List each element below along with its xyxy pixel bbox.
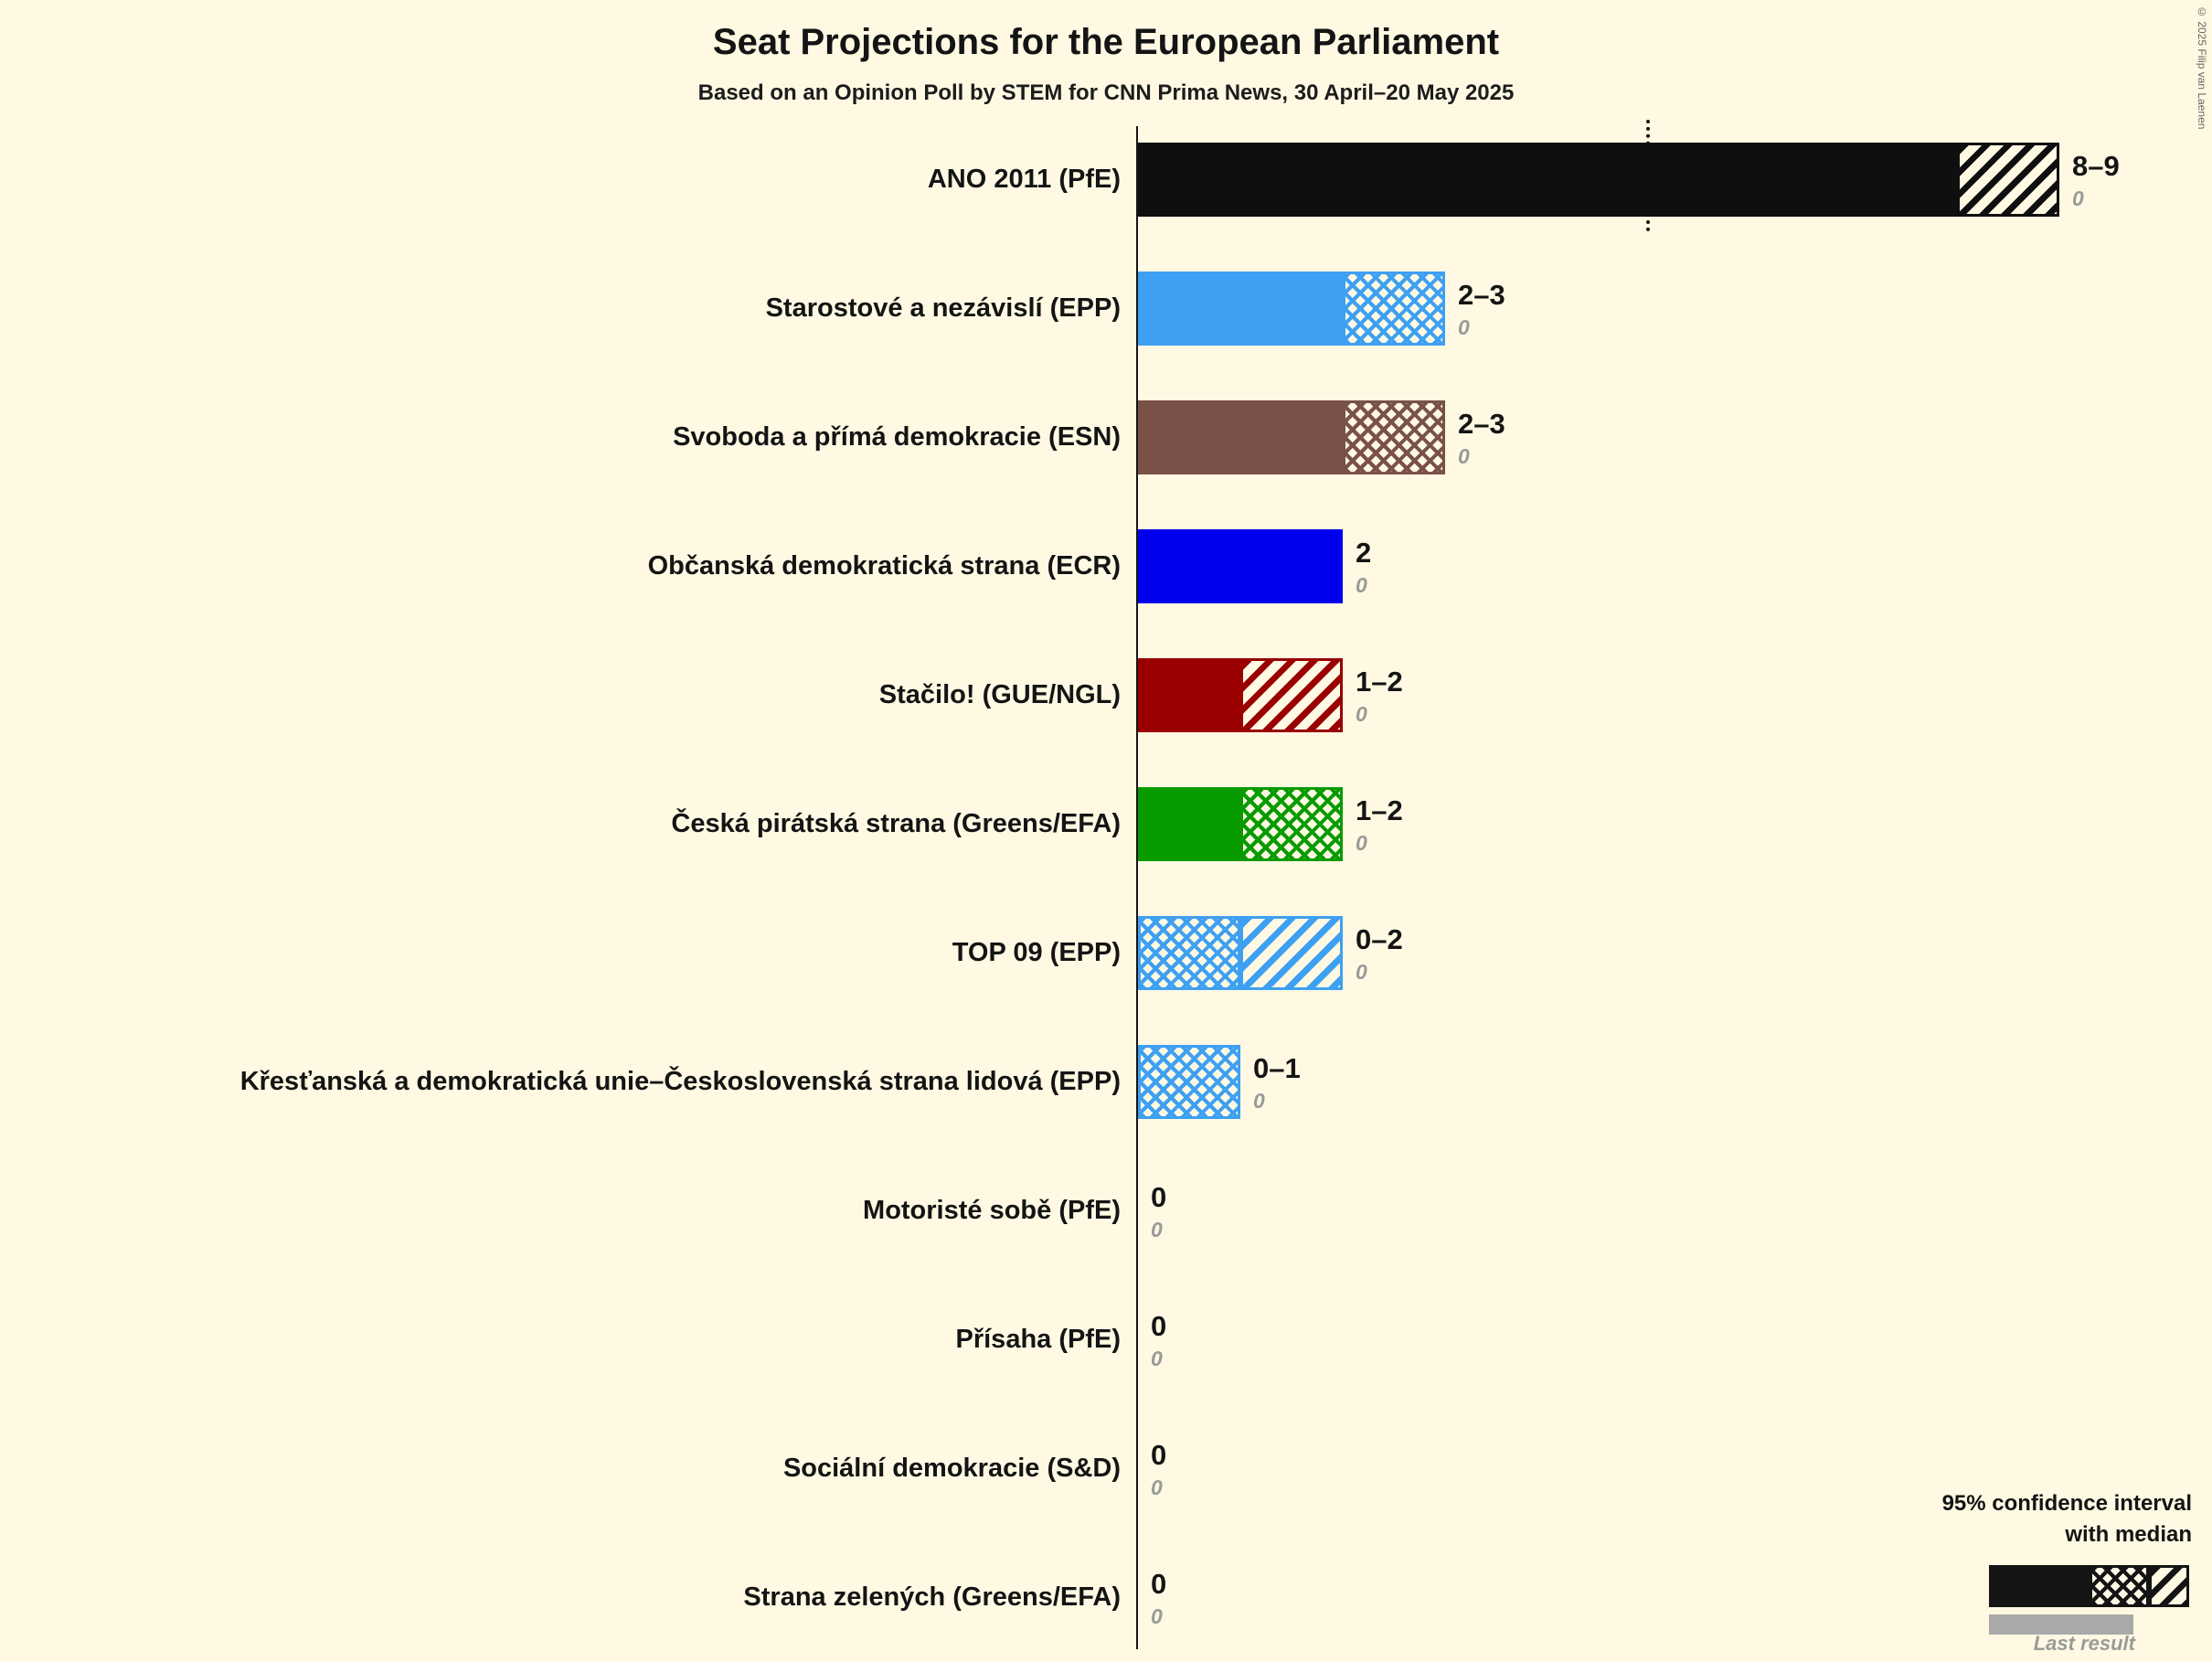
last-result-value: 0 — [1151, 1217, 1163, 1241]
chart-subtitle: Based on an Opinion Poll by STEM for CNN… — [697, 80, 1515, 105]
bar-segment-cross — [1343, 400, 1445, 474]
value-labels: 2–3 0 — [1458, 400, 1505, 474]
last-result-value: 0 — [1356, 959, 1367, 984]
seat-range-label: 0 — [1151, 1180, 1167, 1213]
value-labels: 2–3 0 — [1458, 272, 1505, 346]
legend-solid-segment — [1989, 1565, 2090, 1607]
seat-range-label: 0 — [1151, 1309, 1167, 1342]
bar-segment-cross — [1138, 1045, 1240, 1119]
bar-segment-diagonal — [1957, 143, 2059, 217]
last-result-value: 0 — [1458, 443, 1470, 468]
last-result-value: 0 — [1356, 830, 1367, 855]
confidence-interval-bar — [1138, 529, 1343, 603]
party-label: Občanská demokratická strana (ECR) — [647, 551, 1121, 581]
party-label: Strana zelených (Greens/EFA) — [743, 1582, 1121, 1612]
party-row: Motoristé sobě (PfE) 0 0 — [0, 1146, 2212, 1275]
party-row: Stačilo! (GUE/NGL) 1–2 0 — [0, 631, 2212, 760]
seat-range-label: 1–2 — [1356, 794, 1403, 826]
seat-range-label: 2–3 — [1458, 407, 1505, 440]
legend: 95% confidence interval with median — [1680, 1488, 2192, 1550]
bar-segment-cross — [1138, 916, 1240, 990]
seat-range-label: 0–1 — [1253, 1051, 1301, 1084]
legend-sample-bar — [1989, 1565, 2189, 1607]
seat-range-label: 2–3 — [1458, 278, 1505, 311]
bar-segment-solid — [1138, 658, 1240, 732]
confidence-interval-bar — [1138, 658, 1343, 732]
bar-chart-rows: ANO 2011 (PfE) 8–9 0 Starostové a nezávislí… — [0, 115, 2212, 1662]
confidence-interval-bar — [1138, 787, 1343, 861]
party-row: Křesťanská a demokratická unie–Českoslov… — [0, 1017, 2212, 1146]
legend-last-result-bar — [1989, 1614, 2133, 1635]
legend-ci-line1: 95% confidence interval — [1941, 1491, 2192, 1516]
legend-last-result-label: Last result — [2033, 1632, 2135, 1655]
party-label: Svoboda a přímá demokracie (ESN) — [673, 422, 1121, 452]
seat-range-label: 0 — [1151, 1567, 1167, 1600]
bar-segment-diagonal — [1240, 916, 1343, 990]
bar-segment-cross — [1240, 787, 1343, 861]
party-label: ANO 2011 (PfE) — [927, 165, 1121, 194]
party-row: Strana zelených (Greens/EFA) 0 0 — [0, 1533, 2212, 1662]
last-result-value: 0 — [1356, 572, 1367, 597]
confidence-interval-bar — [1138, 143, 2059, 217]
party-row: Sociální demokracie (S&D) 0 0 — [0, 1404, 2212, 1533]
party-row: Občanská demokratická strana (ECR) 2 0 — [0, 502, 2212, 631]
party-label: Sociální demokracie (S&D) — [782, 1454, 1121, 1483]
bar-segment-solid — [1138, 787, 1240, 861]
party-label: Motoristé sobě (PfE) — [863, 1196, 1121, 1225]
party-label: Starostové a nezávislí (EPP) — [765, 293, 1121, 323]
bar-segment-solid — [1138, 143, 1957, 217]
value-labels: 8–9 0 — [2072, 143, 2120, 217]
confidence-interval-bar — [1138, 400, 1445, 474]
party-label: Česká pirátská strana (Greens/EFA) — [671, 809, 1121, 838]
bar-segment-cross — [1343, 272, 1445, 346]
seat-range-label: 1–2 — [1356, 665, 1403, 698]
bar-segment-solid — [1138, 400, 1343, 474]
bar-segment-solid — [1138, 272, 1343, 346]
party-row: Starostové a nezávislí (EPP) 2–3 0 — [0, 244, 2212, 373]
party-row: Svoboda a přímá demokracie (ESN) 2–3 0 — [0, 373, 2212, 502]
party-row: Přísaha (PfE) 0 0 — [0, 1275, 2212, 1404]
last-result-value: 0 — [1151, 1346, 1163, 1370]
value-labels: 0–1 0 — [1253, 1045, 1301, 1119]
copyright-note: © 2025 Filip van Laenen — [2196, 5, 2208, 130]
last-result-value: 0 — [1356, 701, 1367, 726]
bar-segment-diagonal — [1240, 658, 1343, 732]
party-label: Křesťanská a demokratická unie–Českoslov… — [239, 1067, 1121, 1096]
confidence-interval-bar — [1138, 916, 1343, 990]
legend-ci-line2: with median — [2065, 1522, 2192, 1547]
last-result-value: 0 — [2072, 186, 2084, 210]
last-result-value: 0 — [1253, 1088, 1265, 1113]
party-row: ANO 2011 (PfE) 8–9 0 — [0, 115, 2212, 244]
party-label: TOP 09 (EPP) — [952, 938, 1121, 967]
zero-axis-line — [1136, 126, 1138, 1649]
last-result-value: 0 — [1458, 314, 1470, 339]
party-row: Česká pirátská strana (Greens/EFA) 1–2 0 — [0, 760, 2212, 889]
value-labels: 0–2 0 — [1356, 916, 1403, 990]
value-labels: 1–2 0 — [1356, 658, 1403, 732]
bar-segment-solid — [1138, 529, 1343, 603]
confidence-interval-bar — [1138, 272, 1445, 346]
legend-diagonal-segment — [2149, 1565, 2189, 1607]
chart-title: Seat Projections for the European Parlia… — [712, 22, 1500, 62]
legend-crosshatch-segment — [2090, 1565, 2149, 1607]
last-result-value: 0 — [1151, 1475, 1163, 1499]
last-result-value: 0 — [1151, 1603, 1163, 1628]
confidence-interval-bar — [1138, 1045, 1240, 1119]
seat-range-label: 8–9 — [2072, 149, 2120, 182]
party-label: Přísaha (PfE) — [955, 1325, 1122, 1354]
seat-range-label: 2 — [1356, 536, 1372, 569]
seat-range-label: 0 — [1151, 1438, 1167, 1471]
party-label: Stačilo! (GUE/NGL) — [878, 680, 1121, 709]
value-labels: 1–2 0 — [1356, 787, 1403, 861]
party-row: TOP 09 (EPP) 0–2 0 — [0, 889, 2212, 1017]
seat-range-label: 0–2 — [1356, 922, 1403, 955]
